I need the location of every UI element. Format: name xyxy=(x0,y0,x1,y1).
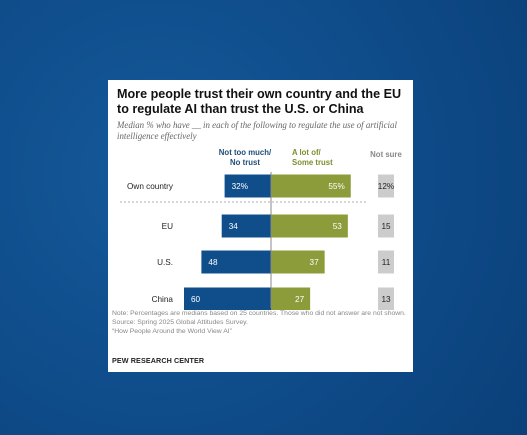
value-no-trust-eu: 34 xyxy=(229,222,239,231)
legend-no-trust-line2: No trust xyxy=(230,158,260,167)
category-label-china: China xyxy=(152,295,174,304)
value-not-sure-eu: 15 xyxy=(381,222,391,231)
bar-trust-own-country xyxy=(271,174,351,198)
category-label-u-s: U.S. xyxy=(157,258,173,267)
value-trust-eu: 53 xyxy=(333,222,343,231)
bar-trust-u-s xyxy=(271,250,325,274)
bar-no-trust-own-country xyxy=(224,174,271,198)
chart-svg: Not too much/ No trust A lot of/ Some tr… xyxy=(120,148,403,310)
value-trust-china: 27 xyxy=(295,295,305,304)
legend-trust-line1: A lot of/ xyxy=(292,148,322,157)
bar-not-sure-own-country xyxy=(378,174,394,198)
chart-card: More people trust their own country and … xyxy=(108,80,413,372)
bar-not-sure-china xyxy=(378,287,394,310)
legend: Not too much/ No trust A lot of/ Some tr… xyxy=(219,148,403,167)
value-not-sure-u-s: 11 xyxy=(382,258,391,267)
category-label-own-country: Own country xyxy=(127,182,174,191)
value-trust-u-s: 37 xyxy=(310,258,320,267)
report-text: “How People Around the World View AI” xyxy=(112,327,232,335)
value-no-trust-own-country: 32% xyxy=(232,182,248,191)
bar-no-trust-china xyxy=(184,287,271,310)
category-label-eu: EU xyxy=(162,222,173,231)
source-text: Source: Spring 2025 Global Attitudes Sur… xyxy=(112,318,248,326)
legend-no-trust-line1: Not too much/ xyxy=(219,148,272,157)
bar-not-sure-eu xyxy=(378,214,394,238)
legend-trust-line2: Some trust xyxy=(292,158,333,167)
value-not-sure-china: 13 xyxy=(381,295,391,304)
bar-trust-china xyxy=(271,287,311,310)
value-no-trust-u-s: 48 xyxy=(208,258,218,267)
value-not-sure-own-country: 12% xyxy=(378,182,394,191)
bar-no-trust-u-s xyxy=(201,250,271,274)
value-trust-own-country: 55% xyxy=(328,182,344,191)
note-text: Note: Percentages are medians based on 2… xyxy=(112,310,406,317)
value-no-trust-china: 60 xyxy=(191,295,201,304)
chart-subtitle: Median % who have __ in each of the foll… xyxy=(117,120,397,141)
chart-title: More people trust their own country and … xyxy=(117,87,402,116)
pew-logo-text: PEW RESEARCH CENTER xyxy=(112,356,205,365)
legend-not-sure: Not sure xyxy=(370,150,402,159)
bars: Own country 32% 55% 12% EU 34 53 15 U.S. 48 37 11 Ch… xyxy=(127,174,394,310)
chart-notes: Note: Percentages are medians based on 2… xyxy=(112,310,410,337)
bar-trust-eu xyxy=(271,214,348,238)
bar-no-trust-eu xyxy=(221,214,271,238)
bar-not-sure-u-s xyxy=(378,250,394,274)
